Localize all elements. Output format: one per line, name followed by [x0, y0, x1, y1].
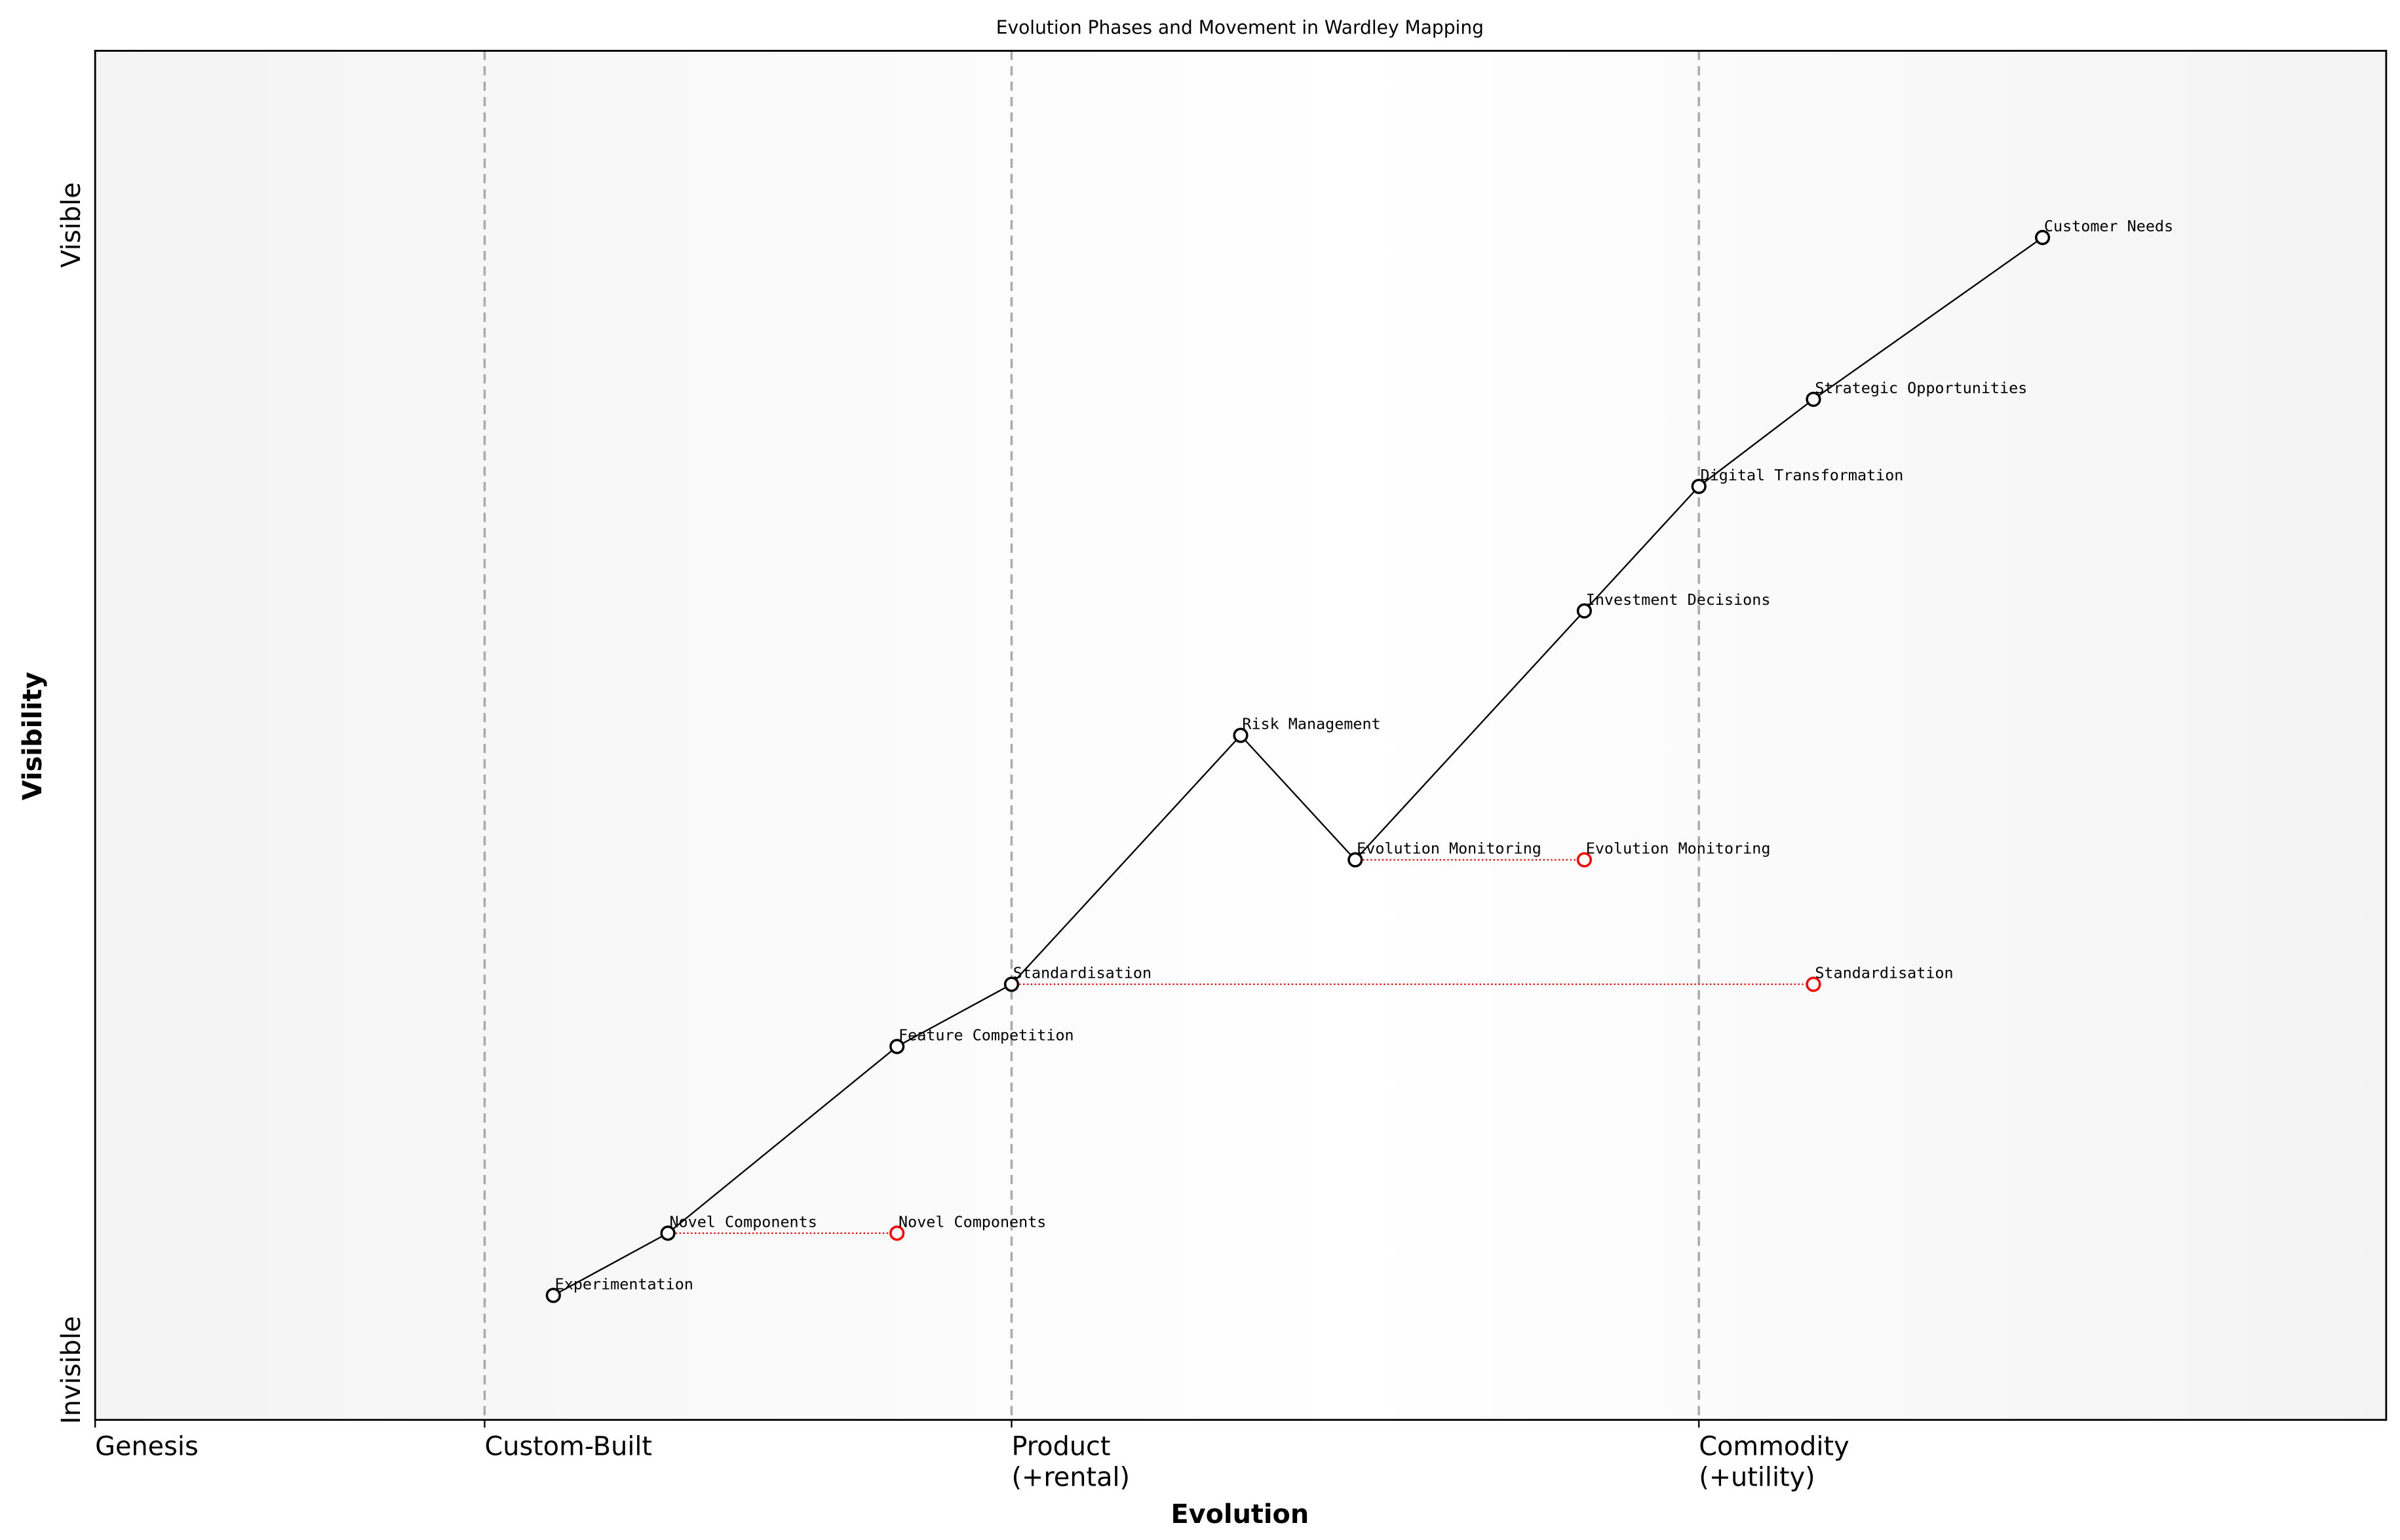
component-point	[2034, 229, 2051, 246]
y-tick-label: Visible	[56, 182, 87, 267]
movement-target-point	[1806, 976, 1821, 992]
component-point	[889, 1039, 905, 1054]
component-label: Evolution Monitoring	[1357, 839, 1541, 858]
x-tick-label: Product (+rental)	[1011, 1432, 1130, 1493]
value-chain-line	[552, 237, 2043, 1296]
movement-label: Standardisation	[1815, 964, 1953, 982]
component-point	[660, 1225, 676, 1241]
component-point	[1347, 852, 1363, 868]
component-label: Digital Transformation	[1701, 466, 1904, 484]
component-label: Customer Needs	[2044, 217, 2173, 235]
component-label: Standardisation	[1013, 964, 1152, 982]
movement-target-point	[1576, 852, 1593, 868]
plot-frame	[94, 50, 2388, 1421]
x-tick-label: Commodity (+utility)	[1699, 1432, 1849, 1493]
component-point	[1806, 391, 1821, 407]
y-tick-label: Invisible	[56, 1316, 87, 1424]
component-point	[1233, 727, 1248, 743]
movement-target-point	[889, 1225, 905, 1241]
movement-label: Novel Components	[899, 1212, 1046, 1231]
component-point	[1691, 478, 1707, 494]
component-label: Experimentation	[555, 1275, 693, 1293]
component-point	[545, 1288, 561, 1303]
component-point	[1576, 603, 1593, 619]
x-axis-label: Evolution	[1171, 1499, 1309, 1530]
component-label: Feature Competition	[899, 1026, 1074, 1044]
component-label: Risk Management	[1242, 715, 1380, 733]
movement-label: Evolution Monitoring	[1586, 839, 1771, 858]
component-label: Novel Components	[669, 1212, 817, 1231]
component-label: Investment Decisions	[1586, 590, 1771, 609]
x-tick-label: Genesis	[95, 1432, 199, 1462]
x-tick-label: Custom-Built	[484, 1432, 652, 1462]
y-axis-label: Visibility	[18, 672, 48, 800]
chart-title: Evolution Phases and Movement in Wardley…	[996, 17, 1484, 39]
component-label: Strategic Opportunities	[1815, 379, 2027, 397]
component-point	[1003, 976, 1020, 992]
